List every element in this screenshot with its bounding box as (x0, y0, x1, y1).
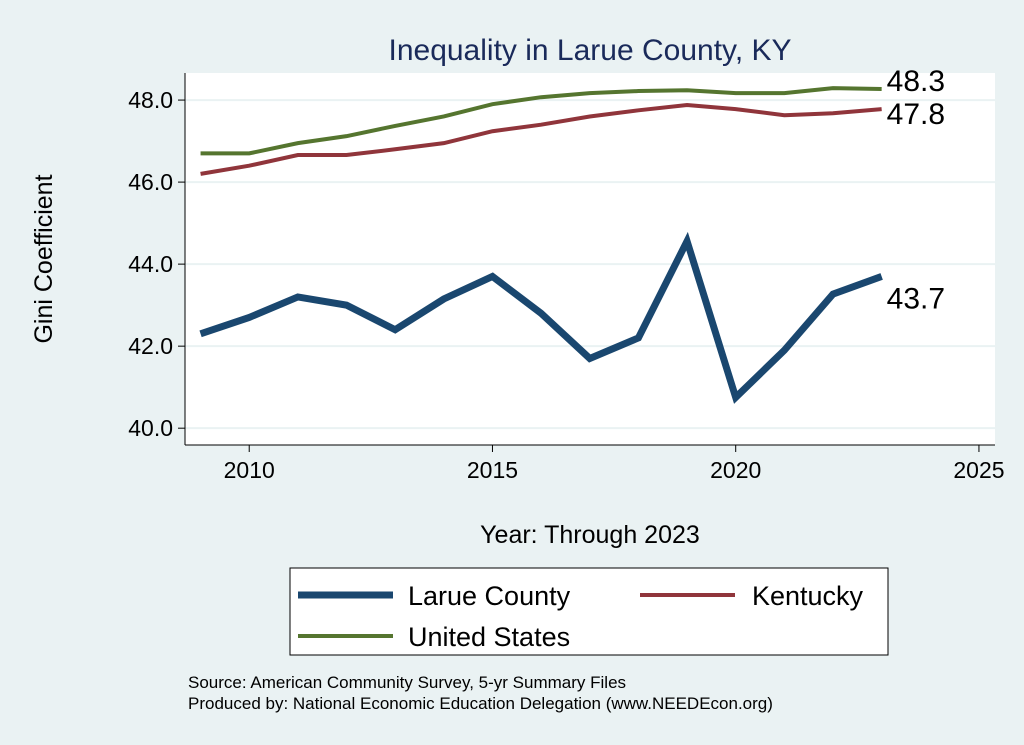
x-tick-label: 2020 (710, 457, 761, 483)
y-tick-label: 46.0 (128, 169, 173, 195)
producer-note: Produced by: National Economic Education… (188, 694, 773, 713)
legend-label: Kentucky (752, 581, 864, 611)
source-note: Source: American Community Survey, 5-yr … (188, 673, 626, 692)
x-tick-label: 2025 (953, 457, 1004, 483)
chart-title: Inequality in Larue County, KY (388, 34, 791, 67)
y-tick-label: 40.0 (128, 415, 173, 441)
legend (289, 567, 889, 656)
series-line-larue-county (199, 231, 883, 404)
x-axis-label: Year: Through 2023 (480, 521, 700, 549)
series-line-united-states (200, 86, 882, 156)
end-label: 43.7 (887, 282, 945, 315)
legend-label: Larue County (408, 581, 571, 611)
y-axis-label: Gini Coefficient (30, 174, 58, 343)
end-label: 48.3 (887, 65, 945, 98)
x-tick-label: 2015 (467, 457, 518, 483)
x-tick-label: 2010 (224, 457, 275, 483)
y-tick-label: 48.0 (128, 87, 173, 113)
legend-label: United States (408, 622, 570, 652)
plot-area (185, 73, 995, 445)
series-line-kentucky (200, 102, 882, 176)
end-label: 47.8 (887, 98, 945, 131)
y-tick-label: 44.0 (128, 251, 173, 277)
y-tick-label: 42.0 (128, 333, 173, 359)
